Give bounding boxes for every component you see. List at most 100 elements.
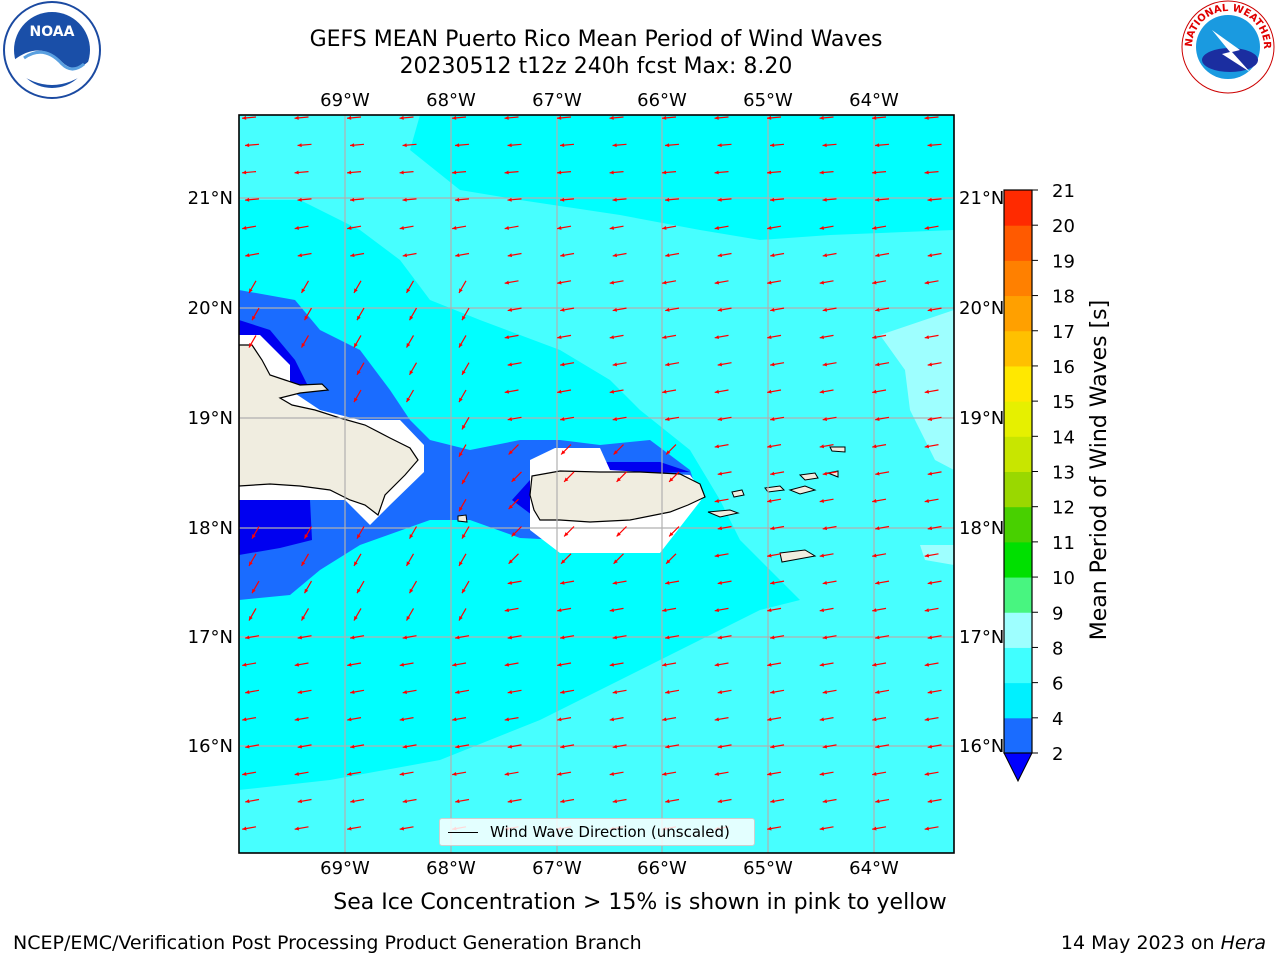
wave-direction-arrowhead xyxy=(927,471,933,476)
map-subtitle-run: 20230512 t12z 240h fcst Max: 8.20 xyxy=(399,54,793,79)
colorbar-segment xyxy=(1004,577,1032,613)
wave-direction-arrowhead xyxy=(402,197,407,202)
wave-direction-arrowhead xyxy=(665,744,670,749)
wave-direction-arrowhead xyxy=(665,690,670,694)
wave-direction-arrowhead xyxy=(767,771,772,776)
wave-direction-arrowhead xyxy=(609,280,615,285)
wave-direction-arrowhead xyxy=(560,580,565,585)
wave-period-field xyxy=(239,115,954,853)
wave-direction-arrowhead xyxy=(822,526,828,531)
wave-direction-arrowhead xyxy=(409,588,414,594)
wave-direction-arrowhead xyxy=(927,526,933,531)
wave-direction-arrowhead xyxy=(406,343,411,348)
wave-direction-arrowhead xyxy=(717,143,722,148)
wave-direction-arrowhead xyxy=(560,362,565,367)
map-frame xyxy=(238,114,955,854)
wave-direction-arrowhead xyxy=(508,450,513,455)
wave-direction-arrowhead xyxy=(294,225,300,230)
wave-direction-arrowhead xyxy=(714,662,720,667)
wave-direction-arrowhead xyxy=(459,288,463,293)
colorbar-segment xyxy=(1004,612,1032,648)
wave-direction-arrowhead xyxy=(399,662,405,667)
wave-direction-arrowhead xyxy=(399,115,404,120)
lon-label-bottom: 68°W xyxy=(426,858,476,879)
wave-direction-arrowhead xyxy=(462,479,466,485)
lat-label-left: 20°N xyxy=(188,298,233,319)
wave-direction-arrowhead xyxy=(354,288,358,293)
wave-direction-arrowhead xyxy=(714,717,720,722)
wave-direction-arrowhead xyxy=(294,771,300,776)
colorbar-segment xyxy=(1004,295,1032,332)
lon-label-bottom: 66°W xyxy=(637,858,687,879)
wave-direction-arrowhead xyxy=(767,826,772,831)
wave-direction-arrowhead xyxy=(875,690,880,694)
wave-direction-arrowhead xyxy=(399,170,404,175)
wave-direction-arrowhead xyxy=(459,506,463,512)
wave-direction-arrowhead xyxy=(665,362,670,367)
wave-direction-arrowhead xyxy=(616,477,621,482)
wave-direction-arrowhead xyxy=(875,253,880,258)
wave-direction-arrowhead xyxy=(409,370,414,375)
wave-direction-arrowhead xyxy=(455,690,460,694)
wave-direction-arrowhead xyxy=(819,717,825,722)
wave-direction-arrowhead xyxy=(507,799,513,804)
wave-direction-arrowhead xyxy=(717,635,723,640)
wave-direction-arrowhead xyxy=(612,143,617,148)
wave-direction-arrowhead xyxy=(822,143,827,148)
colorbar-tick-label: 17 xyxy=(1052,322,1075,343)
wave-period-contour xyxy=(880,310,954,470)
wave-direction-arrowhead xyxy=(927,143,932,148)
wave-direction-arrowhead xyxy=(927,635,933,640)
wave-direction-arrowhead xyxy=(665,307,670,312)
colorbar-segment xyxy=(1004,190,1032,226)
wave-direction-arrowhead xyxy=(717,253,723,258)
colorbar-segment xyxy=(1004,225,1032,261)
wind-wave-arrows xyxy=(242,115,942,831)
wave-direction-arrowhead xyxy=(347,115,352,120)
wave-direction-arrowhead xyxy=(665,143,670,148)
colorbar-tick-label: 20 xyxy=(1052,216,1075,237)
wave-direction-arrowhead xyxy=(297,744,303,749)
wave-direction-arrowhead xyxy=(304,588,309,594)
wave-direction-arrowhead xyxy=(819,280,825,285)
wave-direction-arrowhead xyxy=(714,608,720,613)
wave-direction-arrowhead xyxy=(249,288,253,293)
wave-direction-arrowhead xyxy=(714,444,720,449)
wave-direction-arrowhead xyxy=(297,690,303,694)
wave-direction-arrowhead xyxy=(665,253,670,258)
wave-direction-arrowhead xyxy=(819,170,824,175)
wave-direction-arrowhead xyxy=(662,608,667,613)
wave-direction-arrowhead xyxy=(245,744,250,749)
wave-direction-arrowhead xyxy=(767,662,772,667)
wave-direction-arrowhead xyxy=(508,559,513,564)
wave-direction-arrowhead xyxy=(662,389,667,394)
lon-label-bottom: 69°W xyxy=(320,858,370,879)
colorbar-tick-label: 6 xyxy=(1052,674,1063,695)
wave-direction-arrowhead xyxy=(452,717,457,722)
wave-direction-arrowhead xyxy=(875,197,880,202)
wave-direction-arrowhead xyxy=(770,362,775,367)
colorbar-label: Mean Period of Wind Waves [s] xyxy=(1087,300,1112,640)
wave-direction-arrowhead xyxy=(770,417,775,421)
lat-label-left: 16°N xyxy=(188,736,233,757)
wave-direction-arrowhead xyxy=(665,197,670,202)
wave-direction-arrowhead xyxy=(717,690,723,694)
wave-direction-arrowhead xyxy=(770,197,775,202)
wave-direction-arrowhead xyxy=(822,362,828,367)
wave-direction-arrowhead xyxy=(560,417,565,421)
wave-direction-arrowhead xyxy=(613,559,618,564)
wave-direction-arrowhead xyxy=(767,335,772,340)
wave-direction-arrowhead xyxy=(399,826,405,831)
wave-direction-arrowhead xyxy=(924,553,930,558)
wave-direction-arrowhead xyxy=(452,115,457,120)
wave-direction-arrowhead xyxy=(504,170,509,175)
wave-direction-arrowhead xyxy=(872,553,877,558)
wave-direction-arrowhead xyxy=(402,690,408,694)
lon-label-bottom: 65°W xyxy=(743,858,793,879)
colorbar-extend-triangle xyxy=(1003,752,1033,783)
wave-direction-arrowhead xyxy=(452,170,457,175)
footer-organization: NCEP/EMC/Verification Post Processing Pr… xyxy=(13,932,642,954)
wave-direction-arrowhead xyxy=(347,170,352,175)
wave-direction-arrowhead xyxy=(822,744,828,749)
wave-direction-arrowhead xyxy=(242,115,247,120)
